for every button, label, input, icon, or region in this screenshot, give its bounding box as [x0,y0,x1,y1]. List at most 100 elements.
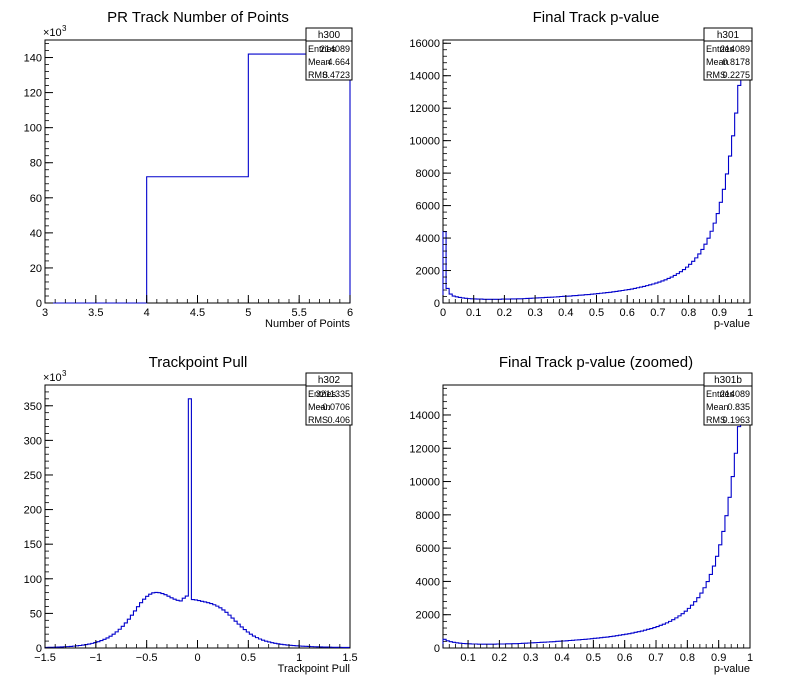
y-tick-label: 120 [24,88,42,100]
x-tick-label: 0.5 [241,652,256,664]
stats-row-label: RMS [308,70,328,80]
x-tick-label: 0.7 [650,307,665,319]
stats-row-label: Mean [706,402,729,412]
stats-row-value: 214089 [320,44,350,54]
x-axis-label: Number of Points [265,318,350,330]
y-tick-label: 0 [434,298,440,310]
y-tick-label: 150 [24,539,42,551]
stats-row-value: 0.8178 [722,57,750,67]
x-tick-label: 0 [194,652,200,664]
histogram-line [45,53,351,304]
stats-row-label: Entries [706,389,735,399]
y-tick-label: 2000 [416,266,440,278]
stats-row-value: 0.835 [727,402,750,412]
stats-row-value: 0.1963 [722,415,750,425]
stats-row-label: Mean [308,402,331,412]
stats-box-frame [305,27,353,81]
x-tick-label: 0.6 [620,307,635,319]
x-tick-label: 4 [144,307,150,319]
stats-row-label: RMS [706,415,726,425]
y-axis-exponent: ×10 [43,372,62,384]
y-tick-label: 4000 [416,233,440,245]
stats-row-value: 0.4723 [322,70,350,80]
chart-title: Trackpoint Pull [149,354,248,371]
pad-h301: Final Track p-value 0 0.1 0.2 0.3 0.4 0.5 0.6 0.… [409,9,753,330]
stats-row-label: Mean [706,57,729,67]
stats-row-value: 214089 [720,44,750,54]
plot-frame [44,39,351,304]
y-tick-label: 20 [30,263,42,275]
y-axis-exponent-power: 3 [62,24,67,33]
y-axis-exponent: ×10 [43,27,62,39]
histogram-line [442,42,750,303]
plot-frame [442,384,751,649]
x-tick-label: 1 [747,652,753,664]
y-tick-label: 0 [36,298,42,310]
stats-box-name: h300 [318,30,341,41]
y-tick-label: 40 [30,228,42,240]
x-tick-label: 6 [347,307,353,319]
x-tick-label: 0.5 [589,307,604,319]
y-tick-label: 140 [24,53,42,65]
stats-box-name: h301b [714,375,742,386]
y-tick-label: 300 [24,435,42,447]
x-tick-label: 0.2 [497,307,512,319]
x-tick-label: 1 [747,307,753,319]
y-tick-label: 6000 [416,201,440,213]
y-tick-label: 100 [24,574,42,586]
stats-row-value: −0.0706 [317,402,350,412]
y-tick-label: 350 [24,401,42,413]
x-tick-label: 0.3 [523,652,538,664]
x-tick-label: −1 [90,652,103,664]
stats-row-label: Entries [706,44,735,54]
y-tick-label: 2000 [416,610,440,622]
y-axis-exponent-power: 3 [62,369,67,378]
stats-row-label: Entries [308,389,337,399]
stats-row-value: 214089 [720,389,750,399]
y-tick-label: 200 [24,505,42,517]
x-tick-label: 3 [42,307,48,319]
chart-title: Final Track p-value (zoomed) [499,354,693,371]
histogram-line [44,398,350,648]
pad-h302: Trackpoint Pull −1.5 −1 −0.5 0 0.5 1 1.5 0 50 100 1… [24,354,358,675]
x-tick-label: 0.8 [681,307,696,319]
stats-row-label: Mean [308,57,331,67]
histogram-line [442,386,750,648]
y-tick-label: 60 [30,193,42,205]
y-tick-label: 0 [434,643,440,655]
y-tick-label: 10000 [409,136,440,148]
x-tick-label: 3.5 [88,307,103,319]
y-tick-label: 16000 [409,38,440,50]
y-tick-label: 6000 [416,543,440,555]
x-tick-label: 1 [296,652,302,664]
y-tick-label: 12000 [409,443,440,455]
y-tick-label: 250 [24,470,42,482]
x-tick-label: 0.8 [680,652,695,664]
stats-box-name: h301 [717,30,740,41]
stats-box-frame [703,372,753,426]
stats-box-frame [305,372,353,426]
x-tick-label: 0.7 [648,652,663,664]
y-tick-label: 4000 [416,576,440,588]
x-tick-label: 0.9 [711,652,726,664]
stats-box-frame [703,27,753,81]
x-tick-label: 5.5 [292,307,307,319]
stats-row-value: 3211335 [316,389,350,399]
x-tick-label: 0.2 [492,652,507,664]
x-tick-label: 1.5 [342,652,357,664]
x-tick-label: 4.5 [190,307,205,319]
x-axis-label: Trackpoint Pull [278,663,350,675]
x-tick-label: −1.5 [34,652,56,664]
stats-row-value: 0.2275 [722,70,750,80]
y-tick-label: 8000 [416,168,440,180]
chart-title: Final Track p-value [533,9,660,26]
x-tick-label: 5 [245,307,251,319]
y-tick-label: 100 [24,123,42,135]
x-tick-label: 0.5 [586,652,601,664]
pad-h301b: Final Track p-value (zoomed) 0.1 0.2 0.3 0.4… [409,354,753,675]
